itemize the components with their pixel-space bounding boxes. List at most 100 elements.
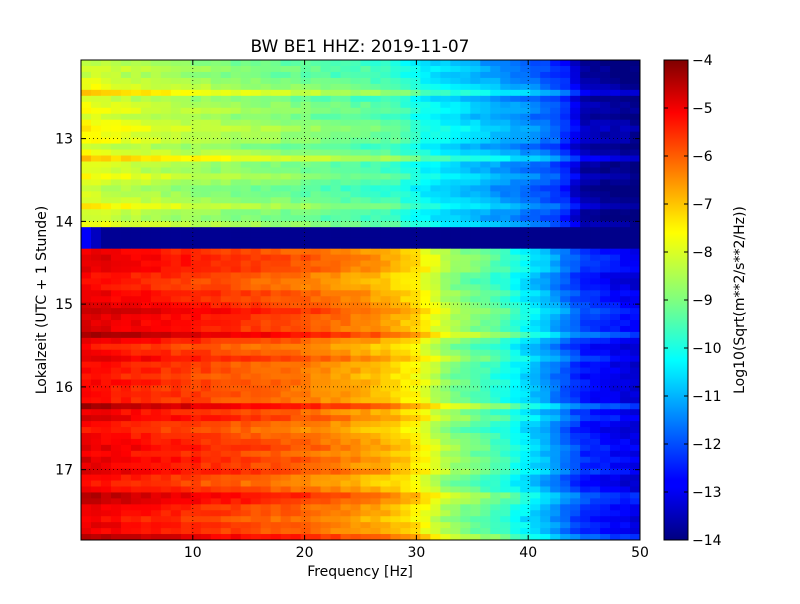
heatmap-cell: [330, 167, 342, 175]
heatmap-cell: [400, 95, 412, 103]
heatmap-cell: [510, 161, 521, 169]
heatmap-cell: [550, 397, 561, 404]
heatmap-cell: [130, 248, 142, 256]
heatmap-cell: [580, 379, 591, 387]
heatmap-cell: [630, 221, 640, 228]
heatmap-cell: [420, 397, 431, 404]
heatmap-cell: [530, 534, 541, 540]
heatmap-cell: [310, 77, 322, 85]
heatmap-cell: [470, 227, 481, 234]
heatmap-cell: [180, 343, 192, 351]
heatmap-cell: [320, 215, 332, 222]
heatmap-cell: [250, 83, 262, 91]
heatmap-cell: [610, 272, 621, 280]
heatmap-cell: [450, 314, 461, 321]
heatmap-cell: [200, 450, 212, 458]
heatmap-cell: [500, 248, 511, 256]
heatmap-cell: [140, 343, 152, 351]
heatmap-cell: [590, 167, 601, 175]
heatmap-cell: [120, 107, 132, 115]
heatmap-cell: [590, 450, 601, 458]
heatmap-cell: [260, 314, 272, 321]
heatmap-cell: [620, 203, 631, 210]
heatmap-cell: [370, 137, 382, 145]
heatmap-cell: [150, 155, 162, 163]
heatmap-cell: [530, 191, 541, 198]
heatmap-cell: [250, 254, 262, 262]
heatmap-cell: [480, 373, 491, 381]
heatmap-cell: [600, 510, 611, 517]
heatmap-cell: [250, 284, 262, 291]
heatmap-cell: [600, 367, 611, 375]
heatmap-cell: [200, 95, 212, 103]
heatmap-cell: [170, 89, 182, 97]
heatmap-cell: [170, 343, 182, 351]
heatmap-cell: [600, 355, 611, 363]
heatmap-cell: [430, 248, 441, 256]
heatmap-cell: [100, 337, 112, 345]
heatmap-cell: [570, 474, 581, 482]
heatmap-cell: [260, 308, 272, 315]
heatmap-cell: [210, 361, 222, 369]
heatmap-cell: [180, 522, 192, 529]
heatmap-cell: [380, 462, 392, 470]
heatmap-cell: [610, 320, 621, 327]
heatmap-cell: [430, 325, 441, 333]
heatmap-cell: [180, 516, 192, 523]
heatmap-cell: [370, 203, 382, 210]
heatmap-cell: [110, 167, 122, 175]
heatmap-cell: [340, 119, 352, 127]
heatmap-cell: [340, 272, 352, 280]
heatmap-cell: [340, 450, 352, 458]
heatmap-cell: [230, 227, 242, 234]
heatmap-cell: [260, 221, 272, 228]
heatmap-cell: [200, 462, 212, 470]
heatmap-cell: [520, 522, 531, 529]
heatmap-cell: [310, 302, 322, 309]
heatmap-cell: [550, 131, 561, 139]
heatmap-cell: [370, 320, 382, 327]
heatmap-cell: [330, 385, 342, 392]
heatmap-cell: [300, 421, 312, 428]
heatmap-cell: [440, 468, 451, 476]
heatmap-cell: [370, 95, 382, 103]
heatmap-cell: [160, 227, 172, 234]
heatmap-cell: [500, 179, 511, 186]
heatmap-cell: [370, 284, 382, 291]
heatmap-cell: [600, 385, 611, 392]
heatmap-cell: [530, 254, 541, 262]
heatmap-cell: [550, 197, 561, 204]
heatmap-cell: [510, 278, 521, 285]
heatmap-cell: [600, 450, 611, 458]
heatmap-cell: [350, 95, 362, 103]
heatmap-cell: [470, 191, 481, 198]
heatmap-cell: [470, 221, 481, 228]
heatmap-cell: [260, 355, 272, 363]
heatmap-cell: [420, 107, 431, 115]
heatmap-cell: [160, 379, 172, 387]
heatmap-cell: [560, 89, 571, 97]
heatmap-cell: [560, 528, 571, 535]
heatmap-cell: [420, 173, 431, 181]
heatmap-cell: [190, 296, 202, 303]
heatmap-cell: [230, 325, 242, 333]
heatmap-cell: [280, 221, 292, 228]
heatmap-cell: [630, 278, 640, 285]
heatmap-cell: [90, 450, 102, 458]
heatmap-cell: [380, 209, 392, 216]
heatmap-cell: [280, 179, 292, 186]
heatmap-cell: [450, 167, 461, 175]
x-axis-ticks: 10 20 30 40 50: [184, 60, 649, 561]
heatmap-cell: [190, 173, 202, 181]
heatmap-cell: [110, 456, 122, 464]
heatmap-cell: [350, 278, 362, 285]
heatmap-cell: [580, 95, 591, 103]
heatmap-cell: [130, 125, 142, 133]
heatmap-cell: [590, 284, 601, 291]
heatmap-cell: [580, 65, 591, 73]
heatmap-cell: [210, 77, 222, 85]
heatmap-cell: [410, 248, 421, 256]
heatmap-cell: [410, 522, 421, 529]
heatmap-cell: [330, 391, 342, 398]
heatmap-cell: [260, 349, 272, 357]
